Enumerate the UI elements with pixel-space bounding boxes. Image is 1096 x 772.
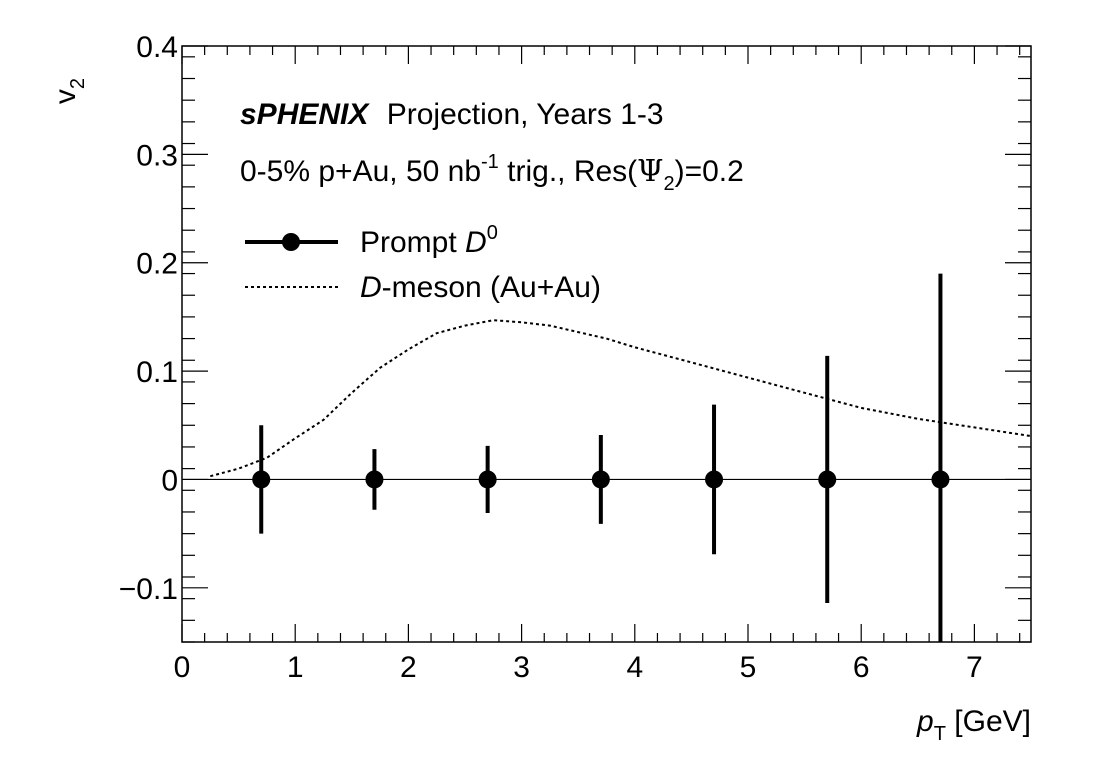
x-tick-label: 0 xyxy=(174,651,191,684)
y-axis-title: v2 xyxy=(49,78,89,104)
y-tick-label: 0.2 xyxy=(136,248,178,281)
y-axis-subscript: 2 xyxy=(67,78,89,89)
x-axis-symbol: p xyxy=(916,705,934,738)
x-axis-title: pT [GeV] xyxy=(916,705,1031,745)
series-d-meson-au-au-line xyxy=(210,319,1032,478)
legend: Prompt D0 D-meson (Au+Au) xyxy=(245,222,601,304)
d0-data-point xyxy=(591,470,610,489)
header-conditions: 0-5% p+Au, 50 nb-1 trig., Res(Ψ2)=0.2 xyxy=(240,151,744,195)
x-axis-unit: [GeV] xyxy=(946,705,1031,738)
legend-dmeson-symbol: D xyxy=(360,271,382,304)
major-ticks xyxy=(181,45,1031,642)
y-axis-symbol: v xyxy=(49,89,82,104)
tick-labels: 0 1 2 3 4 5 6 7 −0.1 0 0.1 0.2 0.3 0.4 xyxy=(119,31,983,684)
y-tick-label: 0 xyxy=(161,464,178,497)
minor-ticks xyxy=(182,46,1031,643)
series-prompt-d0 xyxy=(252,273,950,642)
legend-d0-label: Prompt D0 xyxy=(360,222,498,259)
x-tick-label: 4 xyxy=(626,651,643,684)
plot-frame xyxy=(181,45,1032,643)
legend-d0-superscript: 0 xyxy=(487,222,498,244)
d0-data-point xyxy=(931,470,950,489)
y-tick-label: 0.4 xyxy=(136,31,178,64)
condition-prefix: 0-5% p+Au, 50 nb xyxy=(240,155,481,188)
condition-middle: trig., Res( xyxy=(499,155,637,188)
legend-d0-marker xyxy=(282,233,300,251)
x-tick-label: 7 xyxy=(966,651,983,684)
legend-dmeson-label: D-meson (Au+Au) xyxy=(360,271,601,304)
x-axis-subscript: T xyxy=(934,723,946,745)
legend-dmeson-suffix: -meson (Au+Au) xyxy=(382,271,601,304)
d0-data-point xyxy=(252,470,271,489)
psi-subscript: 2 xyxy=(663,173,674,195)
condition-superscript: -1 xyxy=(481,151,499,173)
d0-data-point xyxy=(478,470,497,489)
x-tick-label: 3 xyxy=(513,651,530,684)
y-tick-label: 0.3 xyxy=(136,139,178,172)
x-tick-label: 1 xyxy=(287,651,304,684)
d0-data-point xyxy=(705,470,724,489)
y-tick-label: −0.1 xyxy=(119,573,178,606)
psi-symbol: Ψ xyxy=(637,154,663,189)
d0-data-point xyxy=(365,470,384,489)
y-tick-label: 0.1 xyxy=(136,356,178,389)
legend-d0-symbol: D xyxy=(465,226,487,259)
legend-d0-prefix: Prompt xyxy=(360,226,465,259)
condition-suffix: )=0.2 xyxy=(675,155,744,188)
x-tick-label: 6 xyxy=(853,651,870,684)
x-tick-label: 2 xyxy=(400,651,417,684)
projection-label: Projection, Years 1-3 xyxy=(387,98,664,131)
experiment-name: sPHENIX xyxy=(240,98,370,131)
d0-data-point xyxy=(818,470,837,489)
header-title: sPHENIX Projection, Years 1-3 xyxy=(240,98,664,131)
x-tick-label: 5 xyxy=(740,651,757,684)
